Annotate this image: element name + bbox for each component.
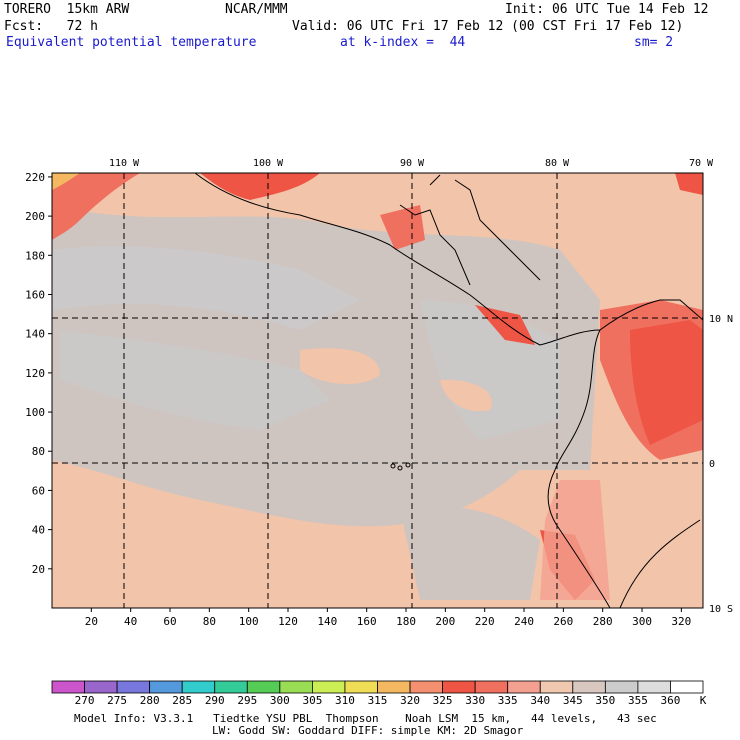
map-frame — [51, 172, 704, 609]
y-tick-label: 220 — [25, 171, 45, 184]
colorbar-tick-label: 345 — [563, 694, 583, 707]
colorbar-tick-label: 300 — [270, 694, 290, 707]
colorbar-swatch — [539, 680, 574, 694]
level-index: at k-index = 44 — [340, 35, 466, 50]
smoothing: sm= 2 — [634, 35, 674, 50]
model-info-line1: Model Info: V3.3.1 Tiedtke YSU PBL Thomp… — [74, 712, 657, 725]
colorbar-tick-label: 335 — [498, 694, 518, 707]
colorbar-swatch — [377, 680, 411, 694]
colorbar-swatch — [572, 680, 606, 694]
lat-label-10s: 10 S — [709, 604, 733, 615]
valid-time: Valid: 06 UTC Fri 17 Feb 12 (00 CST Fri … — [292, 19, 684, 34]
y-tick-label: 60 — [32, 484, 45, 497]
colorbar-tick-label: 290 — [205, 694, 225, 707]
x-axis: 20 40 60 80 100 120 140 160 180 200 220 240 260 280 30… — [85, 608, 691, 628]
colorbar-unit: K — [700, 694, 707, 707]
lon-label-110w: 110 W — [109, 158, 140, 169]
x-tick-label: 20 — [85, 615, 98, 628]
lon-label-80w: 80 W — [545, 158, 570, 169]
x-tick-label: 300 — [632, 615, 652, 628]
y-tick-label: 160 — [25, 288, 45, 301]
model-info-line2: LW: Godd SW: Goddard DIFF: simple KM: 2D… — [212, 724, 524, 737]
colorbar-tick-label: 315 — [368, 694, 388, 707]
colorbar-swatch — [214, 680, 248, 694]
colorbar-swatch — [474, 680, 509, 694]
colorbar-tick-label: 320 — [400, 694, 420, 707]
colorbar-swatch — [116, 680, 151, 694]
x-tick-label: 120 — [278, 615, 298, 628]
organization: NCAR/MMM — [225, 2, 288, 17]
colorbar-tick-label: 295 — [237, 694, 257, 707]
colorbar-tick-label: 310 — [335, 694, 355, 707]
colorbar-tick-label: 305 — [302, 694, 322, 707]
x-tick-label: 180 — [396, 615, 416, 628]
x-tick-label: 200 — [435, 615, 455, 628]
colorbar-tick-label: 285 — [172, 694, 192, 707]
colorbar-tick-label: 330 — [465, 694, 485, 707]
lon-label-90w: 90 W — [400, 158, 425, 169]
y-tick-label: 100 — [25, 406, 45, 419]
y-tick-label: 80 — [32, 445, 45, 458]
lon-label-70w: 70 W — [689, 158, 714, 169]
forecast-hour: Fcst: 72 h — [4, 19, 98, 34]
y-tick-label: 120 — [25, 367, 45, 380]
colorbar-swatch — [637, 680, 671, 694]
y-tick-label: 40 — [32, 524, 45, 537]
y-tick-label: 20 — [32, 563, 45, 576]
colorbar-tick-label: 355 — [628, 694, 648, 707]
colorbar-swatch — [604, 680, 639, 694]
colorbar-swatch — [670, 680, 704, 694]
colorbar-swatch — [181, 680, 216, 694]
colorbar-swatch — [409, 680, 443, 694]
x-tick-label: 240 — [514, 615, 534, 628]
x-tick-label: 60 — [163, 615, 176, 628]
colorbar-labels: 270 275 280 285 290 295 300 305 310 315 320 325 330 3… — [75, 694, 681, 707]
colorbar-swatch — [507, 680, 541, 694]
lon-label-100w: 100 W — [253, 158, 284, 169]
x-tick-label: 80 — [203, 615, 216, 628]
colorbar-swatch — [246, 680, 281, 694]
field-name: Equivalent potential temperature — [6, 35, 257, 50]
colorbar — [51, 680, 704, 694]
x-tick-label: 40 — [124, 615, 137, 628]
lat-label-0: 0 — [709, 459, 715, 470]
x-tick-label: 280 — [593, 615, 613, 628]
colorbar-swatch — [344, 680, 378, 694]
colorbar-swatch — [279, 680, 313, 694]
field-shading — [52, 173, 703, 608]
colorbar-tick-label: 340 — [530, 694, 550, 707]
colorbar-tick-label: 325 — [433, 694, 453, 707]
colorbar-swatch — [149, 680, 183, 694]
x-tick-label: 320 — [671, 615, 691, 628]
colorbar-swatch — [442, 680, 476, 694]
y-tick-label: 140 — [25, 328, 45, 341]
graticule — [52, 173, 703, 608]
x-tick-label: 160 — [357, 615, 377, 628]
colorbar-swatch — [51, 680, 85, 694]
y-tick-label: 180 — [25, 249, 45, 262]
model-name: TORERO 15km ARW — [4, 2, 130, 17]
x-tick-label: 220 — [475, 615, 495, 628]
colorbar-tick-label: 280 — [140, 694, 160, 707]
colorbar-swatch — [311, 680, 346, 694]
colorbar-swatch — [84, 680, 118, 694]
y-tick-label: 200 — [25, 210, 45, 223]
colorbar-tick-label: 275 — [107, 694, 127, 707]
colorbar-tick-label: 360 — [661, 694, 681, 707]
x-tick-label: 260 — [553, 615, 573, 628]
y-axis: 20 40 60 80 100 120 140 160 180 200 220 — [25, 171, 52, 576]
colorbar-tick-label: 350 — [595, 694, 615, 707]
init-time: Init: 06 UTC Tue 14 Feb 12 — [505, 2, 709, 17]
x-tick-label: 100 — [239, 615, 259, 628]
x-tick-label: 140 — [317, 615, 337, 628]
colorbar-tick-label: 270 — [75, 694, 95, 707]
lat-label-10n: 10 N — [709, 314, 733, 325]
